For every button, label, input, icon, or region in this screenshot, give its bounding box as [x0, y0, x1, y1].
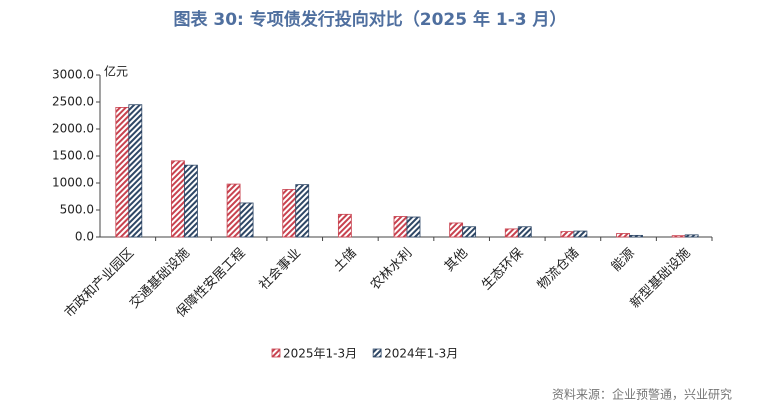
x-tick-label: 社会事业: [256, 245, 304, 293]
legend-swatch: [271, 348, 281, 358]
x-tick-label: 市政和产业园区: [61, 245, 137, 321]
source: 资料来源：企业预警通，兴业研究: [552, 387, 732, 402]
x-tick-label: 新型基础设施: [627, 245, 693, 311]
bar: [616, 233, 630, 238]
bar: [337, 213, 352, 238]
legend-label: 2025年1-3月: [283, 347, 357, 361]
bar: [128, 104, 143, 238]
bar: [295, 184, 310, 238]
bar: [517, 226, 532, 238]
x-tick-label: 能源: [609, 246, 638, 275]
y-tick-label: 3000.0: [52, 68, 94, 82]
y-tick-label: 1500.0: [52, 149, 94, 163]
x-tick-label: 物流仓储: [535, 246, 582, 293]
bar: [504, 228, 519, 238]
y-tick-label: 1000.0: [52, 176, 94, 190]
bar: [282, 189, 297, 238]
bar: [393, 216, 408, 238]
bar: [462, 226, 477, 238]
bar: [184, 164, 198, 238]
bar: [629, 234, 643, 238]
bar: [449, 222, 464, 238]
x-tick-label: 其他: [442, 246, 471, 275]
chart-title: 图表 30: 专项债发行投向对比（2025 年 1-3 月）: [173, 9, 566, 30]
bar: [115, 107, 130, 238]
bar: [171, 160, 185, 238]
y-tick-label: 500.0: [60, 203, 94, 217]
bar: [671, 235, 686, 238]
x-tick-label: 土储: [331, 246, 360, 275]
bar: [226, 183, 241, 238]
x-tick-label: 生态环保: [479, 246, 526, 293]
y-tick-label: 2000.0: [52, 122, 94, 136]
y-axis-label: 亿元: [104, 64, 128, 79]
bar: [573, 230, 588, 238]
y-tick-label: 2500.0: [52, 95, 94, 109]
bar: [684, 234, 699, 238]
bar: [239, 202, 254, 238]
x-tick-label: 农林水利: [368, 246, 415, 293]
bar: [406, 216, 421, 238]
bar: [560, 231, 575, 238]
legend-label: 2024年1-3月: [384, 347, 458, 361]
y-tick-label: 0.0: [75, 230, 94, 244]
legend-swatch: [372, 348, 382, 358]
